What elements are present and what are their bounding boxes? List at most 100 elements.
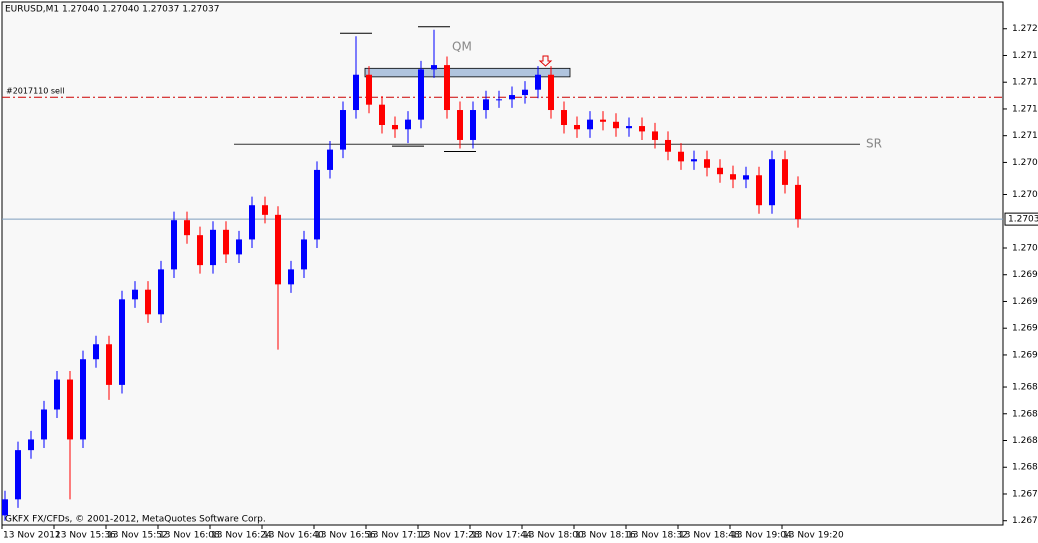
candle-body: [145, 289, 151, 315]
candle-body: [93, 344, 99, 360]
candle-body: [795, 184, 801, 220]
y-tick-label: 1.26780: [1012, 489, 1038, 499]
x-tick-label: 13 Nov 18:48: [679, 531, 740, 541]
candle-body: [275, 214, 281, 285]
y-tick-label: 1.27190: [1012, 51, 1038, 61]
current-price-box: [1004, 212, 1038, 226]
y-tick-label: 1.26910: [1012, 350, 1038, 360]
y-tick-label: 1.27060: [1012, 190, 1038, 200]
candle-body: [548, 74, 554, 111]
candle-body: [561, 110, 567, 125]
x-tick-label: 13 Nov 17:12: [367, 531, 428, 541]
candle-body: [626, 126, 632, 129]
candle-body: [197, 235, 203, 266]
candle-body: [314, 169, 320, 240]
current-price-label: 1.27037: [1008, 215, 1038, 225]
candle-body: [496, 99, 502, 101]
copyright: GKFX FX/CFDs, © 2001-2012, MetaQuotes So…: [5, 515, 266, 525]
x-tick-label: 13 Nov 16:40: [263, 531, 324, 541]
x-tick-label: 13 Nov 2012: [3, 531, 61, 541]
candle-body: [41, 409, 47, 440]
candle-body: [28, 439, 34, 451]
y-tick-label: 1.27115: [1012, 131, 1038, 141]
candle-body: [470, 110, 476, 140]
candle-body: [522, 89, 528, 96]
candle-body: [457, 110, 463, 140]
candle-body: [431, 65, 437, 70]
y-tick-label: 1.26985: [1012, 270, 1038, 280]
candle-body: [730, 174, 736, 180]
candle-body: [652, 131, 658, 140]
candle-body: [54, 379, 60, 410]
qm-zone: [364, 67, 571, 78]
candle-body: [223, 229, 229, 255]
y-tick-label: 1.26755: [1012, 516, 1038, 526]
candle-body: [405, 119, 411, 130]
candle-body: [587, 119, 593, 130]
y-tick-label: 1.27010: [1012, 243, 1038, 253]
y-tick-label: 1.27090: [1012, 158, 1038, 168]
y-tick-label: 1.27140: [1012, 104, 1038, 114]
chart-title: EURUSD,M1 1.27040 1.27040 1.27037 1.2703…: [5, 5, 219, 15]
y-tick-label: 1.26855: [1012, 409, 1038, 419]
candle-body: [171, 220, 177, 270]
x-tick-label: 13 Nov 15:52: [107, 531, 168, 541]
sell-label: #2017110 sell: [6, 87, 64, 96]
candle-body: [327, 149, 333, 170]
candle-body: [782, 159, 788, 185]
candle-body: [418, 69, 424, 120]
candle-body: [392, 124, 398, 130]
y-tick-label: 1.26805: [1012, 463, 1038, 473]
sr-label: SR: [866, 137, 882, 151]
candle-body: [119, 299, 125, 385]
candle-body: [509, 95, 515, 100]
candle-body: [301, 239, 307, 270]
candle-body: [67, 379, 73, 440]
candle-body: [535, 74, 541, 90]
candle-body: [665, 139, 671, 152]
x-tick-label: 13 Nov 17:28: [419, 531, 480, 541]
candle-body: [600, 119, 606, 122]
qm-label: QM: [452, 40, 472, 54]
candle-body: [483, 99, 489, 111]
y-tick-label: 1.26830: [1012, 436, 1038, 446]
candle-body: [613, 121, 619, 129]
candle-body: [288, 269, 294, 285]
x-tick-label: 13 Nov 18:16: [575, 531, 636, 541]
x-tick-label: 13 Nov 17:44: [471, 531, 532, 541]
y-tick-label: 1.26960: [1012, 297, 1038, 307]
candle-body: [210, 229, 216, 266]
candle-body: [379, 104, 385, 125]
x-tick-label: 13 Nov 18:00: [523, 531, 584, 541]
candle-body: [678, 151, 684, 162]
candle-body: [15, 450, 21, 500]
candle-body: [366, 74, 372, 105]
candle-body: [691, 159, 697, 162]
candle-body: [132, 289, 138, 300]
candle-body: [2, 499, 8, 516]
x-tick-label: 13 Nov 15:36: [55, 531, 116, 541]
candle-body: [717, 167, 723, 175]
y-tick-label: 1.27215: [1012, 24, 1038, 34]
candle-body: [249, 205, 255, 240]
candle-body: [574, 124, 580, 130]
candle-body: [158, 269, 164, 315]
x-tick-label: 13 Nov 19:04: [731, 531, 792, 541]
y-tick-label: 1.26935: [1012, 324, 1038, 334]
x-tick-label: 13 Nov 16:56: [315, 531, 376, 541]
x-tick-label: 13 Nov 18:32: [627, 531, 688, 541]
candle-body: [769, 159, 775, 206]
candle-body: [80, 359, 86, 440]
y-tick-label: 1.26880: [1012, 383, 1038, 393]
candle-body: [184, 220, 190, 236]
candle-body: [704, 159, 710, 168]
x-tick-label: 13 Nov 16:08: [159, 531, 220, 541]
candle-body: [743, 175, 749, 180]
candle-body: [262, 205, 268, 215]
sell-arrow: [538, 55, 553, 67]
candle-body: [756, 175, 762, 206]
candle-body: [106, 344, 112, 385]
candle-body: [444, 65, 450, 111]
y-tick-label: 1.27165: [1012, 78, 1038, 88]
